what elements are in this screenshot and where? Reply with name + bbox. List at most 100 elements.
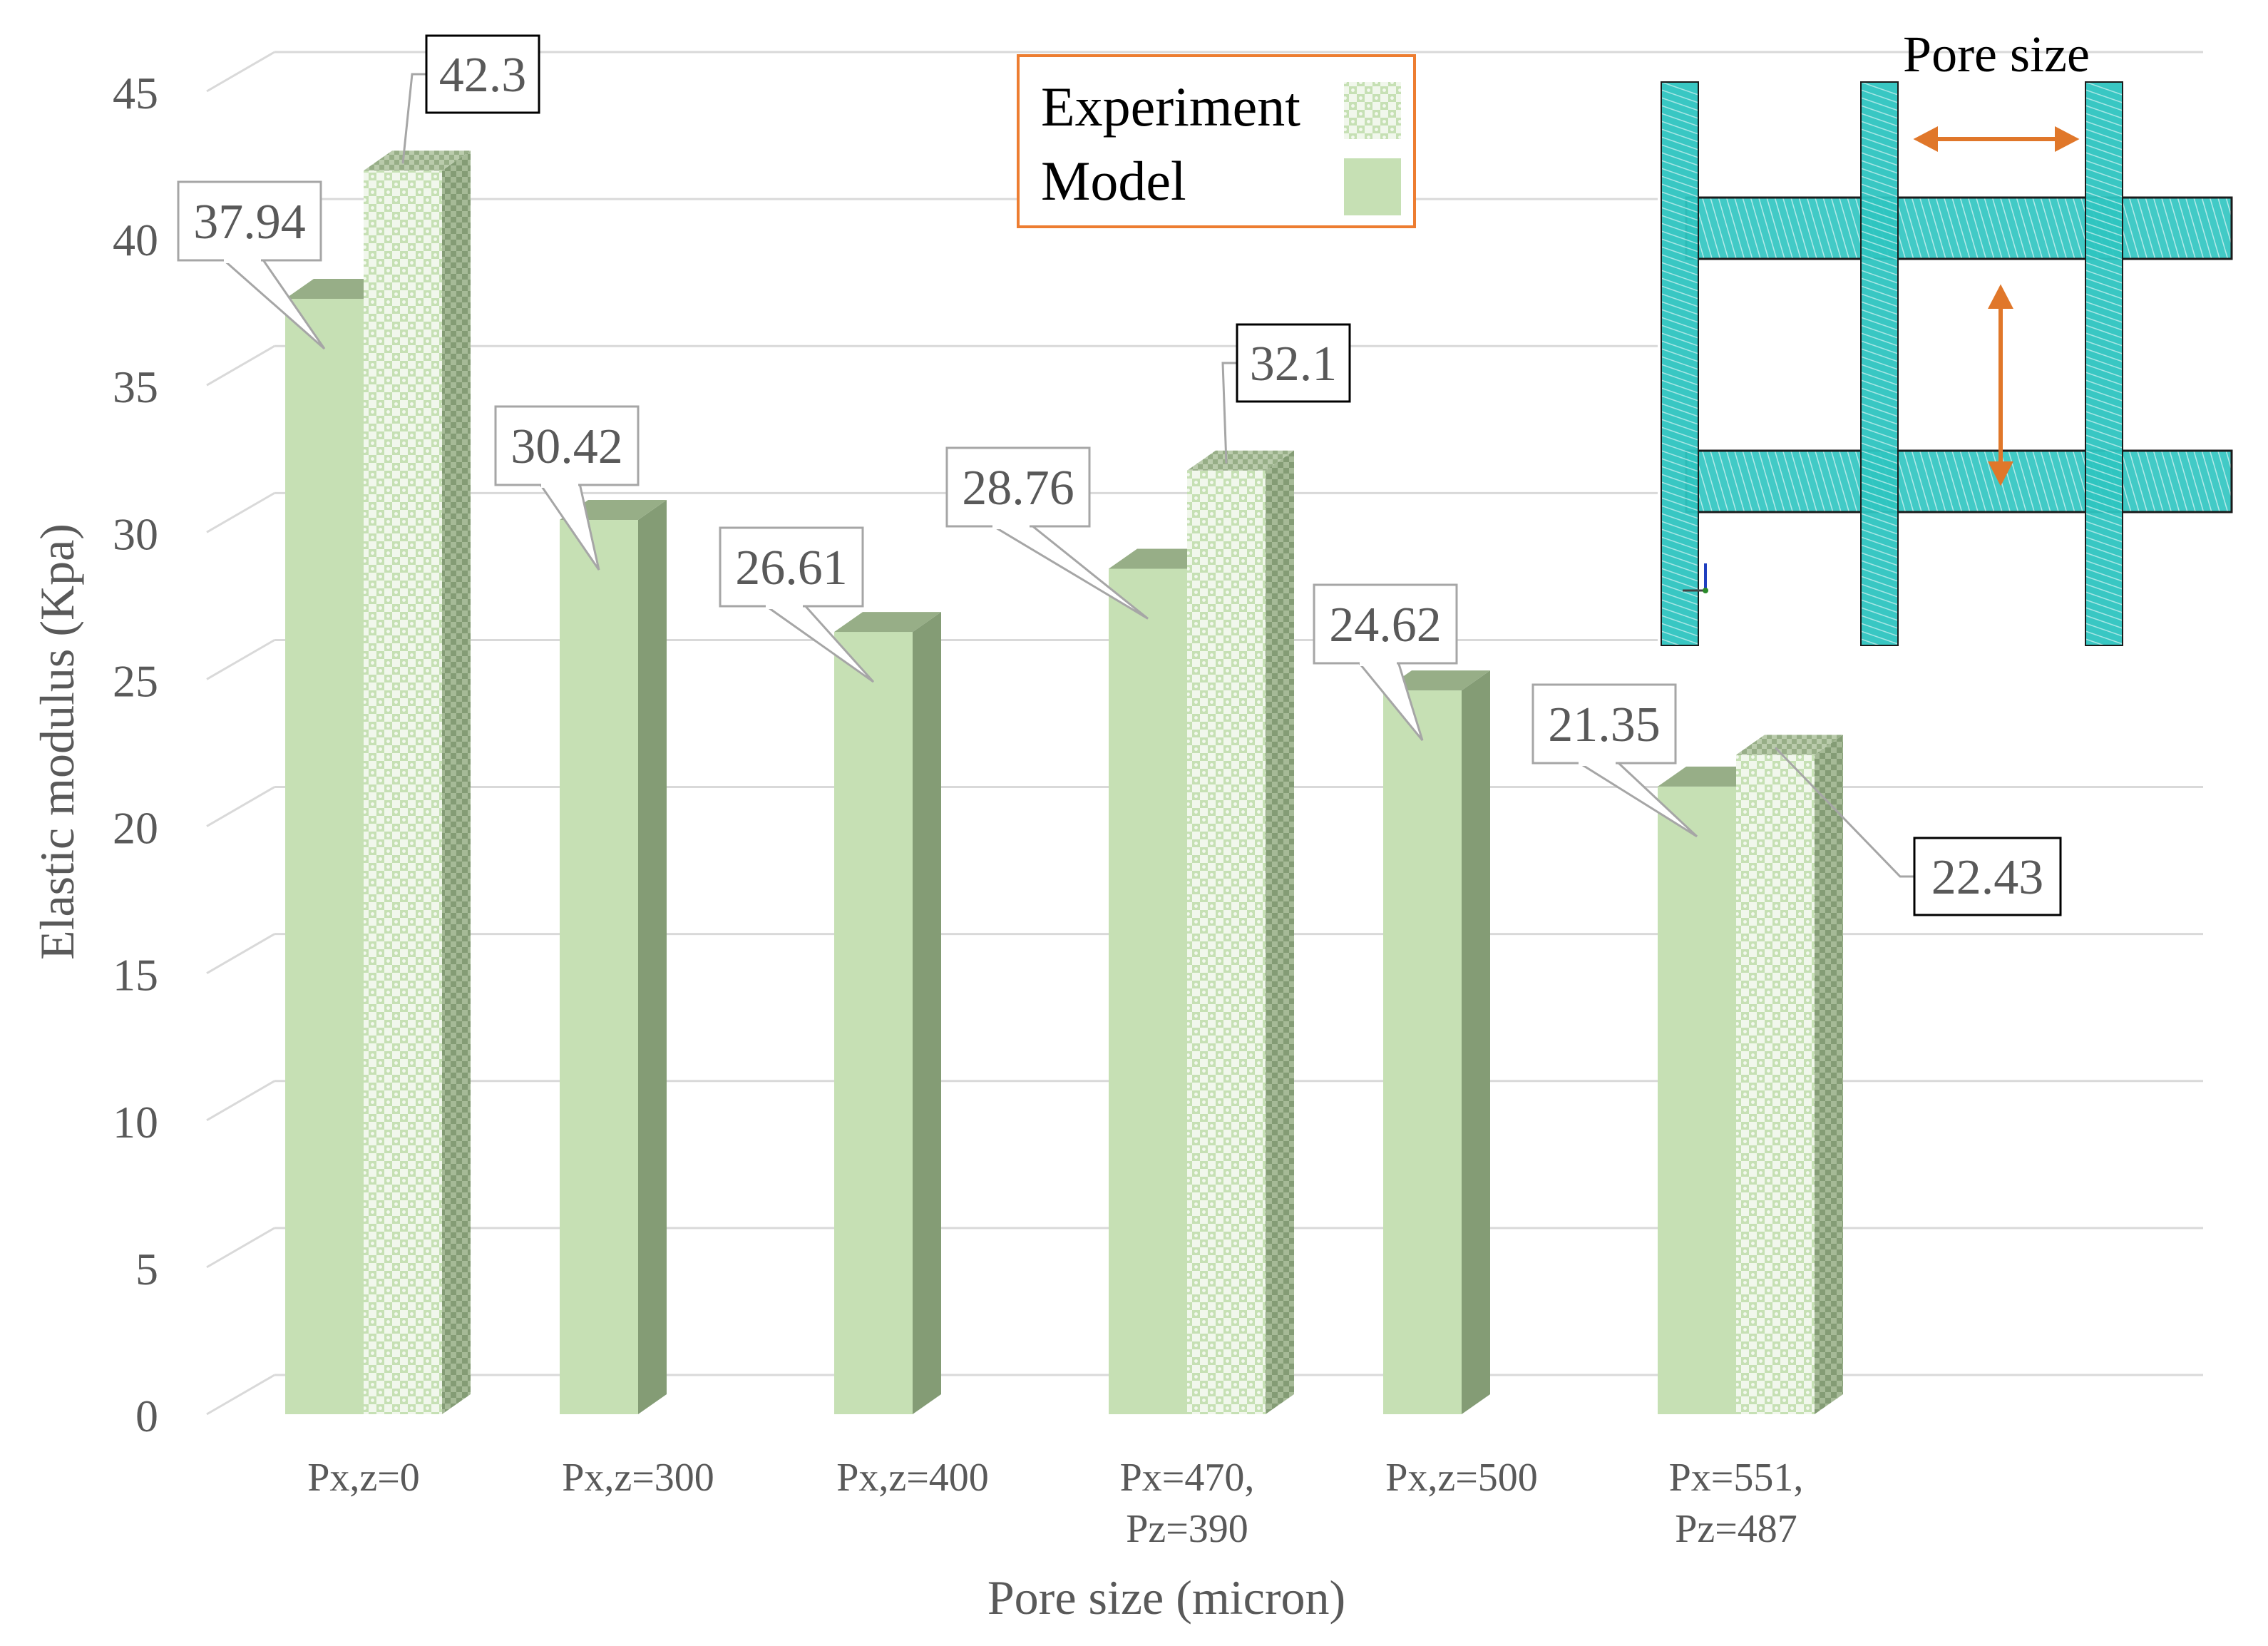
- x-tick-label: Px,z=500: [1385, 1456, 1538, 1500]
- mesh-line: [1661, 497, 1699, 511]
- mesh-line: [1718, 197, 1737, 260]
- mesh-line: [1919, 197, 1939, 260]
- mesh-line: [1935, 197, 1955, 260]
- mesh-line: [1725, 197, 1745, 260]
- mesh-line: [2048, 197, 2068, 260]
- mesh-line: [1860, 230, 1899, 245]
- mesh-line: [2085, 379, 2123, 394]
- gridline-stub-25: [206, 639, 275, 680]
- mesh-line: [1860, 128, 1899, 143]
- mesh-line: [2085, 419, 2123, 433]
- mesh-line: [2120, 197, 2140, 260]
- mesh-line: [2085, 521, 2123, 535]
- mesh-line: [1742, 450, 1761, 513]
- mesh-line: [1860, 309, 1899, 323]
- y-tick-label: 45: [113, 68, 158, 118]
- mesh-line: [1959, 197, 1979, 260]
- mesh-line: [1943, 450, 1963, 513]
- mesh-line: [2085, 505, 2123, 519]
- mesh-line: [2085, 372, 2123, 386]
- gridline-stub-45: [206, 51, 275, 93]
- mesh-line: [2085, 168, 2123, 182]
- bar-experiment-0: [364, 150, 471, 1414]
- bar-front: [1736, 755, 1815, 1414]
- mesh-line: [2085, 583, 2123, 598]
- mesh-line: [1661, 372, 1699, 386]
- mesh-line: [1860, 152, 1899, 166]
- mesh-line: [1758, 450, 1777, 513]
- bar-front: [560, 520, 638, 1414]
- x-axis-title: Pore size (micron): [987, 1570, 1345, 1625]
- mesh-line: [2169, 197, 2188, 260]
- mesh-line: [1661, 81, 1699, 96]
- mesh-line: [1903, 197, 1922, 260]
- mesh-line: [1661, 576, 1699, 590]
- mesh-line: [1766, 197, 1785, 260]
- label-box: [1236, 323, 1351, 403]
- mesh-line: [2085, 474, 2123, 488]
- mesh-line: [1903, 450, 1922, 513]
- label-model-5: 21.35: [1531, 683, 1698, 838]
- mesh-line: [1661, 521, 1699, 535]
- axis-triad-icon: [1683, 563, 1708, 593]
- mesh-line: [1935, 450, 1955, 513]
- mesh-line: [1860, 513, 1899, 527]
- callout-join: [992, 522, 1030, 529]
- mesh-line: [2120, 450, 2140, 513]
- mesh-line: [1661, 246, 1699, 260]
- mesh-line: [2085, 591, 2123, 605]
- mesh-line: [1815, 450, 1834, 513]
- data-label: 32.1: [1250, 337, 1338, 392]
- label-box: [425, 34, 540, 114]
- mesh-line: [1951, 197, 1971, 260]
- mesh-line: [1661, 277, 1699, 292]
- gridline-stub-10: [206, 1080, 275, 1122]
- legend-swatch-experiment: [1344, 82, 1401, 139]
- mesh-line: [2085, 607, 2123, 621]
- mesh-line: [2085, 144, 2123, 158]
- mesh-line: [1661, 285, 1699, 300]
- mesh-line: [1860, 442, 1899, 456]
- mesh-line: [1661, 395, 1699, 409]
- mesh-line: [1860, 481, 1899, 496]
- mesh-line: [1661, 97, 1699, 111]
- mesh-line: [1860, 254, 1899, 268]
- mesh-line: [2085, 434, 2123, 449]
- mesh-line: [1860, 285, 1899, 300]
- y-tick-label: 40: [113, 215, 158, 265]
- mesh-line: [1774, 450, 1794, 513]
- mesh-line: [1661, 505, 1699, 519]
- callout-box: [494, 405, 640, 486]
- mesh-line: [1860, 199, 1899, 213]
- mesh-line: [2085, 105, 2123, 119]
- pore-size-arrows: [1913, 126, 2080, 486]
- mesh-line: [1661, 254, 1699, 268]
- mesh-line: [1661, 426, 1699, 441]
- mesh-line: [2008, 450, 2027, 513]
- mesh-line: [1860, 403, 1899, 417]
- mesh-line: [1661, 348, 1699, 362]
- mesh-line: [1860, 364, 1899, 378]
- mesh-line: [2209, 197, 2229, 260]
- mesh-line: [2193, 450, 2212, 513]
- mesh-line: [1860, 372, 1899, 386]
- data-labels: 37.94 42.3 30.42 26.61 28.76 32.1 24.62 21.35 22…: [177, 34, 2062, 916]
- mesh-line: [2152, 450, 2172, 513]
- mesh-line: [1661, 340, 1699, 354]
- mesh-line: [2201, 450, 2220, 513]
- mesh-line: [1661, 615, 1699, 629]
- mesh-line: [1661, 599, 1699, 613]
- data-label: 28.76: [962, 461, 1074, 516]
- mesh-line: [1860, 450, 1899, 464]
- mesh-line: [2085, 395, 2123, 409]
- gridline-stub-0: [206, 1374, 275, 1416]
- mesh-line: [1860, 583, 1899, 598]
- mesh-line: [1860, 552, 1899, 566]
- mesh-line: [1774, 197, 1794, 260]
- mesh-line: [2145, 197, 2164, 260]
- data-label: 26.61: [735, 541, 848, 595]
- label-leader-line: [1221, 362, 1237, 464]
- mesh-line: [2056, 197, 2075, 260]
- x-tick-label: Pz=487: [1675, 1507, 1797, 1551]
- mesh-line: [2085, 160, 2123, 174]
